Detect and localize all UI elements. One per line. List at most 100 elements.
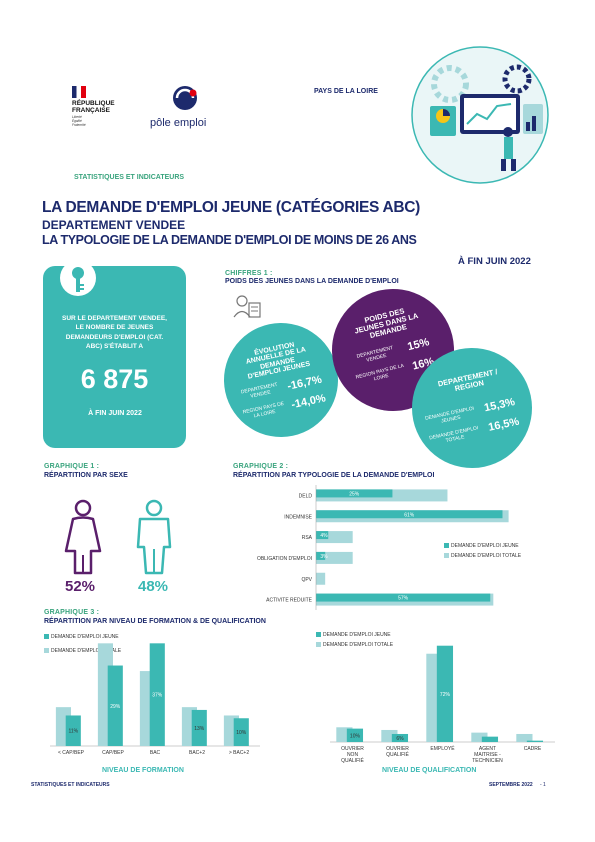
formation-category-label: > BAC+2 [229,750,250,756]
key-icon [60,260,96,296]
graph3-right-legend-jeune-text: DEMANDE D'EMPLOI JEUNE [323,632,391,638]
qualification-bar-label: 72% [440,692,451,698]
qualification-bar-totale [471,732,488,742]
typology-title: LA TYPOLOGIE DE LA DEMANDE D'EMPLOI DE M… [42,233,417,247]
dept-region-totale-label: DEMANDE D'EMPLOI TOTALE [428,425,479,445]
qualification-category-label: OUVRIER QUALIFIÉ [386,746,409,758]
region-label: PAYS DE LA LOIRE [314,88,378,95]
graph3-left-legend-totale-text: DEMANDE D'EMPLOI TOTALE [51,648,122,654]
republique-motto-2: Égalité [72,119,82,123]
key-box-text: SUR LE DEPARTEMENT VENDEE, LE NOMBRE DE … [62,315,167,351]
formation-bar-label: 29% [110,704,121,710]
key-box-date: À FIN JUIN 2022 [88,410,142,417]
typology-bar-label: 61% [404,512,415,518]
footer-page: - 1 [540,782,546,788]
evolution-bubble: ÉVOLUTION ANNUELLE DE LA DEMANDE D'EMPLO… [213,312,349,448]
graph3-sub: RÉPARTITION PAR NIVEAU DE FORMATION & DE… [44,618,266,625]
pole-emploi-icon [173,86,197,110]
formation-chart: 11% < CAP/BEP 29% CAP/BEP 37% BAC 13% BAC+2 10% >… [50,625,260,760]
graph2-legend-totale: DEMANDE D'EMPLOI TOTALE [444,553,521,559]
section-label: STATISTIQUES ET INDICATEURS [74,174,185,181]
footer-right: SEPTEMBRE 2022 [489,782,533,788]
male-pct: 48% [138,578,169,595]
poids-dept-value: 15% [406,336,431,354]
formation-bar-label: 11% [68,729,78,735]
formation-category-label: BAC+2 [189,750,205,756]
qualification-chart: 10% OUVRIER NON QUALIFIÉ 6% OUVRIER QUALIFIÉ 72… [330,625,555,770]
republique-line-1: RÉPUBLIQUE [72,100,115,107]
graph3-label: GRAPHIQUE 3 : [44,609,100,616]
typology-bar-label: 3% [320,554,328,560]
formation-bar-label: 37% [152,693,163,699]
typology-bar-jeune [316,510,503,519]
dept-title: DEPARTEMENT VENDEE [42,218,186,232]
male-figure-icon [136,499,172,575]
qualification-title: NIVEAU DE QUALIFICATION [382,767,477,774]
typology-category-label: DELD [299,493,313,499]
chiffres-sub: POIDS DES JEUNES DANS LA DEMANDE D'EMPLO… [225,278,399,285]
formation-title: NIVEAU DE FORMATION [102,767,184,774]
female-figure-icon [64,499,102,575]
typology-bar-label: 25% [349,491,360,497]
graph2-sub: RÉPARTITION PAR TYPOLOGIE DE LA DEMANDE … [233,472,435,479]
typology-chart-svg: DELD 25% INDEMNISE 61% RSA 4% OBLIGATION D'EMP… [257,485,509,610]
typology-category-label: ACTIVITE REDUITE [266,598,313,604]
evolution-dept-value: -16,7% [286,373,323,393]
typology-category-label: INDEMNISE [284,514,312,520]
formation-bar-jeune [233,718,249,746]
qualification-bar-totale [516,733,533,742]
typology-bar-jeune [316,489,393,498]
graph1-sub: RÉPARTITION PAR SEXE [44,472,128,479]
formation-bar-jeune [149,643,165,746]
qualification-category-label: EMPLOYÉ [430,745,455,752]
graph3-right-legend-totale: DEMANDE D'EMPLOI TOTALE [316,642,393,648]
key-box-value: 6 875 [80,364,149,394]
republique-logo: RÉPUBLIQUE FRANÇAISE Liberté Égalité Fra… [72,86,132,127]
formation-svg: 11% < CAP/BEP 29% CAP/BEP 37% BAC 13% BAC+2 10% >… [50,643,260,756]
dept-region-title: DEPARTEMENT / REGION [436,367,499,394]
formation-category-label: BAC [150,750,161,756]
person-icon [233,295,261,318]
formation-bar-label: 10% [236,730,247,736]
graph2-legend-jeune-text: DEMANDE D'EMPLOI JEUNE [451,543,519,549]
footer-left: STATISTIQUES ET INDICATEURS [31,782,110,788]
qualification-svg: 10% OUVRIER NON QUALIFIÉ 6% OUVRIER QUALIFIÉ 72… [330,645,555,764]
formation-bar-jeune [191,709,207,746]
qualification-bar-jeune [526,740,544,742]
republique-motto-3: Fraternité [72,123,86,127]
poids-title: POIDS DES JEUNES DANS LA DEMANDE [353,306,420,340]
typology-bar-totale [316,551,353,564]
formation-category-label: < CAP/BEP [58,750,85,756]
evolution-region-value: -14,0% [290,392,327,412]
dept-region-jeunes-value: 15,3% [483,396,517,415]
evolution-region-label: REGION PAYS DE LA LOIRE [242,400,285,420]
marianne-icon [72,86,86,98]
typology-bar-jeune [316,531,329,540]
main-title: LA DEMANDE D'EMPLOI JEUNE (CATÉGORIES AB… [42,199,421,216]
typology-chart: DELD 25% INDEMNISE 61% RSA 4% OBLIGATION D'EMP… [230,485,560,610]
graph3-left-legend-jeune: DEMANDE D'EMPLOI JEUNE [44,634,119,640]
graph3-right-legend-totale-text: DEMANDE D'EMPLOI TOTALE [323,642,394,648]
graph2-legend-totale-text: DEMANDE D'EMPLOI TOTALE [451,553,522,559]
typology-category-label: RSA [302,535,313,541]
dashboard-illustration [405,44,555,186]
qualification-bar-label: 10% [350,733,361,739]
pole-emploi-text: pôle emploi [150,117,207,129]
female-pct: 52% [65,578,96,595]
key-figure-box: SUR LE DEPARTEMENT VENDEE, LE NOMBRE DE … [43,260,186,448]
qualification-bar-label: 6% [396,736,404,742]
typology-bar-label: 57% [398,596,409,602]
graph3-left-legend-totale: DEMANDE D'EMPLOI TOTALE [44,648,121,654]
dept-region-totale-value: 16,5% [487,415,521,434]
qualification-category-label: OUVRIER NON QUALIFIÉ [341,746,364,764]
typology-bar-jeune [316,551,326,560]
typology-category-label: OBLIGATION D'EMPLOI [257,556,312,562]
republique-motto-1: Liberté [72,115,82,119]
date-title: À FIN JUIN 2022 [458,256,531,267]
formation-category-label: CAP/BEP [102,750,124,756]
qualification-category-label: AGENT MAITRISE -TECHNICIEN [472,746,503,764]
poids-region-label: REGION PAYS DE LA LOIRE [355,362,405,383]
typology-bar-totale [316,572,326,585]
evolution-dept-label: DEPARTEMENT VENDEE [240,381,279,400]
formation-bar-jeune [107,665,123,746]
